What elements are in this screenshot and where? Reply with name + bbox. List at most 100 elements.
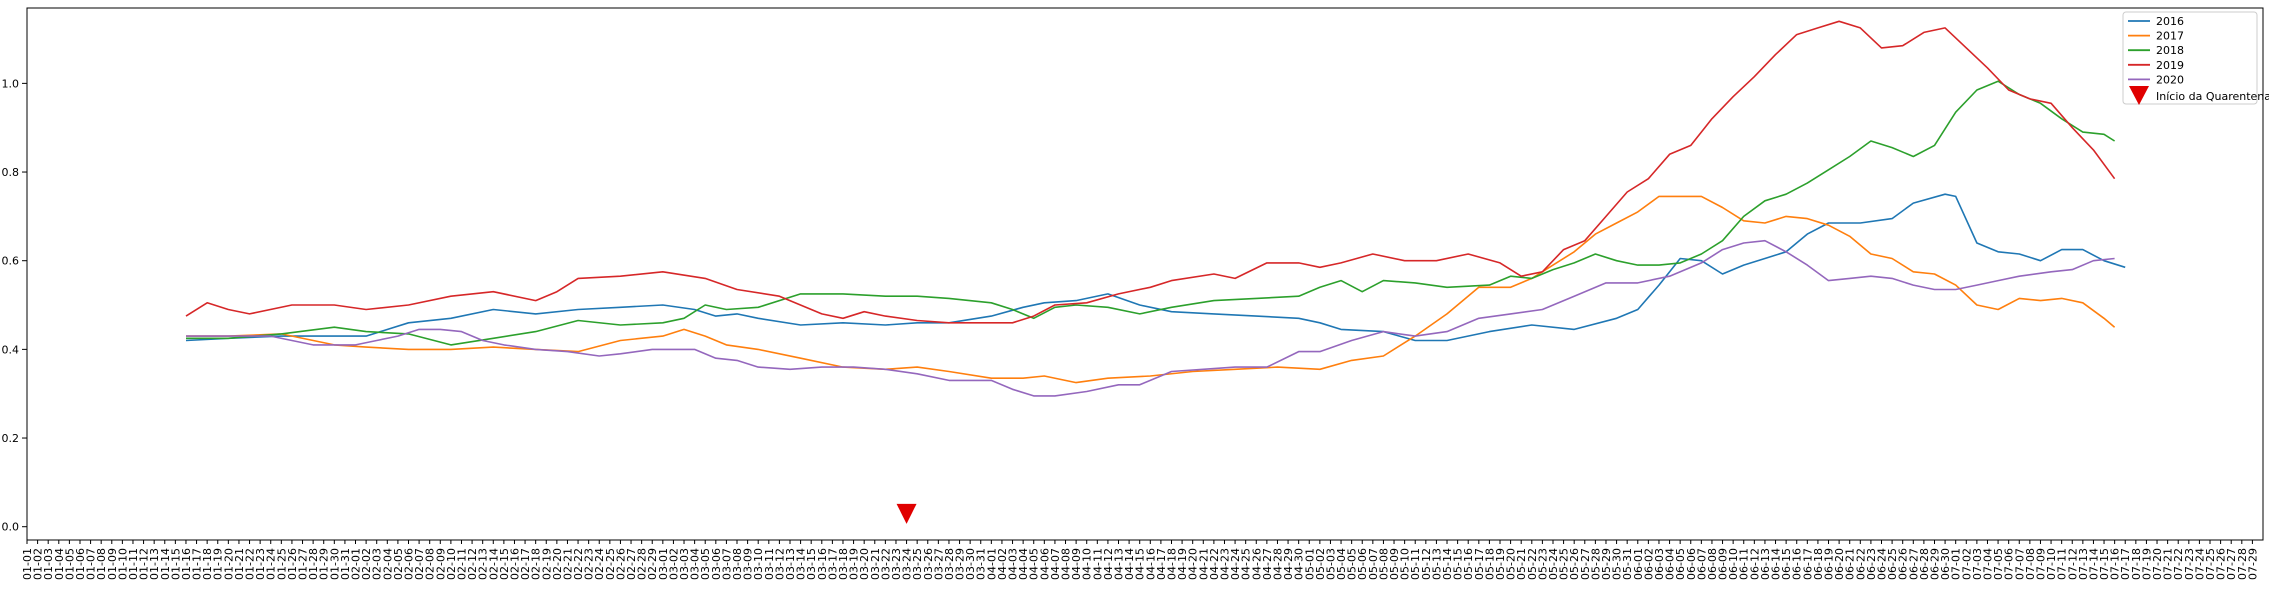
x-tick-label: 07-20 <box>2151 548 2164 580</box>
x-tick-label: 03-26 <box>922 548 935 580</box>
x-tick-label: 03-02 <box>667 548 680 580</box>
x-tick-label: 06-15 <box>1780 548 1793 580</box>
x-tick-label: 04-06 <box>1038 548 1051 580</box>
legend-swatch-quarantine <box>2129 86 2149 105</box>
x-tick-label: 07-01 <box>1950 548 1963 580</box>
x-tick-label: 07-09 <box>2034 548 2047 580</box>
series-line-2016 <box>185 193 2126 342</box>
x-tick-label: 06-30 <box>1939 548 1952 580</box>
x-tick-label: 01-29 <box>318 548 331 580</box>
x-tick-label: 04-24 <box>1229 548 1242 580</box>
x-tick-label: 07-25 <box>2204 548 2217 580</box>
x-tick-label: 04-25 <box>1240 548 1253 580</box>
x-tick-label: 06-26 <box>1897 548 1910 580</box>
x-axis: 01-0101-0201-0301-0401-0501-0601-0701-08… <box>21 540 2259 580</box>
x-tick-label: 05-21 <box>1515 548 1528 580</box>
x-tick-label: 04-13 <box>1113 548 1126 580</box>
y-axis: 0.0 0.2 0.4 0.6 0.8 1.0 <box>2 77 27 534</box>
x-tick-label: 06-18 <box>1812 548 1825 580</box>
x-tick-label: 04-19 <box>1176 548 1189 580</box>
x-tick-label: 07-29 <box>2246 548 2259 580</box>
x-tick-label: 05-01 <box>1303 548 1316 580</box>
x-tick-label: 05-18 <box>1483 548 1496 580</box>
x-tick-label: 07-17 <box>2119 548 2132 580</box>
x-tick-label: 02-10 <box>445 548 458 580</box>
x-tick-label: 02-24 <box>593 548 606 580</box>
x-tick-label: 04-15 <box>1134 548 1147 580</box>
legend-label-2020: 2020 <box>2156 73 2184 86</box>
x-tick-label: 02-13 <box>477 548 490 580</box>
x-tick-label: 04-21 <box>1197 548 1210 580</box>
x-tick-label: 03-06 <box>710 548 723 580</box>
x-tick-label: 05-13 <box>1430 548 1443 580</box>
x-tick-label: 05-24 <box>1547 548 1560 580</box>
x-tick-label: 05-17 <box>1473 548 1486 580</box>
x-tick-label: 02-29 <box>646 548 659 580</box>
x-tick-label: 05-14 <box>1441 548 1454 580</box>
x-tick-label: 01-17 <box>191 548 204 580</box>
x-tick-label: 06-05 <box>1674 548 1687 580</box>
x-tick-label: 06-11 <box>1738 548 1751 580</box>
x-tick-label: 06-27 <box>1907 548 1920 580</box>
x-tick-label: 01-12 <box>138 548 151 580</box>
x-tick-label: 01-22 <box>244 548 257 580</box>
x-tick-label: 03-23 <box>890 548 903 580</box>
y-tick-label: 0.0 <box>2 521 20 534</box>
x-tick-label: 01-04 <box>53 548 66 580</box>
x-tick-label: 05-29 <box>1600 548 1613 580</box>
x-tick-label: 03-09 <box>742 548 755 580</box>
x-tick-label: 04-11 <box>1091 548 1104 580</box>
x-tick-label: 01-06 <box>74 548 87 580</box>
x-tick-label: 05-04 <box>1335 548 1348 580</box>
x-tick-label: 06-10 <box>1727 548 1740 580</box>
y-tick-label: 0.4 <box>2 343 20 356</box>
x-tick-label: 04-20 <box>1187 548 1200 580</box>
x-tick-label: 03-05 <box>699 548 712 580</box>
series-line-2017 <box>186 195 2116 384</box>
x-tick-label: 01-20 <box>222 548 235 580</box>
x-tick-label: 03-19 <box>848 548 861 580</box>
x-tick-label: 01-28 <box>307 548 320 580</box>
x-tick-label: 02-09 <box>434 548 447 580</box>
x-tick-label: 01-10 <box>116 548 129 580</box>
x-tick-label: 06-14 <box>1770 548 1783 580</box>
x-tick-label: 01-26 <box>286 548 299 580</box>
x-tick-label: 02-22 <box>572 548 585 580</box>
x-tick-label: 05-23 <box>1536 548 1549 580</box>
x-tick-label: 04-30 <box>1293 548 1306 580</box>
x-tick-label: 04-08 <box>1060 548 1073 580</box>
x-tick-label: 07-19 <box>2140 548 2153 580</box>
x-tick-label: 04-27 <box>1261 548 1274 580</box>
x-tick-label: 02-14 <box>487 548 500 580</box>
x-tick-label: 02-17 <box>519 548 532 580</box>
x-tick-label: 02-12 <box>466 548 479 580</box>
x-tick-label: 02-01 <box>350 548 363 580</box>
x-tick-label: 02-07 <box>413 548 426 580</box>
x-tick-label: 03-20 <box>858 548 871 580</box>
x-tick-label: 02-03 <box>371 548 384 580</box>
x-tick-label: 01-21 <box>233 548 246 580</box>
x-tick-label: 07-10 <box>2045 548 2058 580</box>
x-tick-label: 02-08 <box>424 548 437 580</box>
legend-label-2018: 2018 <box>2156 44 2184 57</box>
x-tick-label: 02-21 <box>561 548 574 580</box>
x-tick-label: 07-02 <box>1960 548 1973 580</box>
x-tick-label: 04-16 <box>1144 548 1157 580</box>
x-tick-label: 03-28 <box>943 548 956 580</box>
x-tick-label: 01-09 <box>106 548 119 580</box>
x-tick-label: 01-30 <box>328 548 341 580</box>
x-tick-label: 05-31 <box>1621 548 1634 580</box>
x-tick-label: 05-07 <box>1367 548 1380 580</box>
x-tick-label: 02-28 <box>636 548 649 580</box>
x-tick-label: 04-29 <box>1282 548 1295 580</box>
x-tick-label: 01-25 <box>275 548 288 580</box>
x-tick-label: 05-09 <box>1388 548 1401 580</box>
x-tick-label: 03-18 <box>837 548 850 580</box>
x-tick-label: 06-12 <box>1748 548 1761 580</box>
x-tick-label: 02-19 <box>540 548 553 580</box>
x-tick-label: 07-28 <box>2236 548 2249 580</box>
x-tick-label: 01-23 <box>254 548 267 580</box>
x-tick-label: 03-10 <box>752 548 765 580</box>
x-tick-label: 03-12 <box>773 548 786 580</box>
x-tick-label: 03-30 <box>964 548 977 580</box>
